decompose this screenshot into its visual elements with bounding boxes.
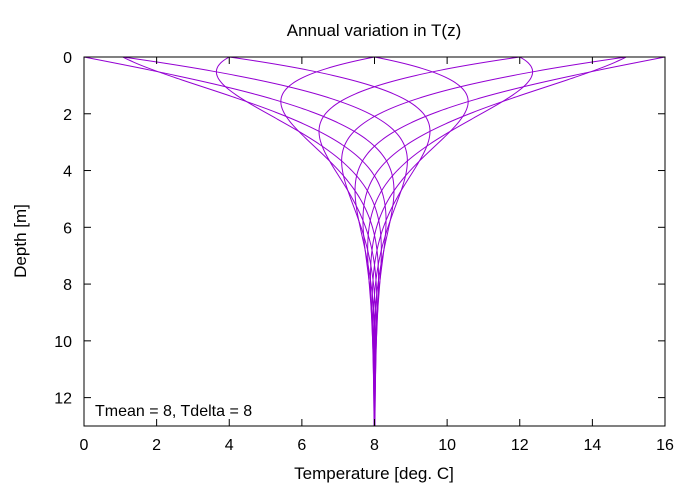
- curve-group: [83, 56, 666, 427]
- x-axis-label: Temperature [deg. C]: [294, 464, 454, 483]
- chart-annotation: Tmean = 8, Tdelta = 8: [95, 403, 252, 420]
- plot-frame: [83, 56, 666, 427]
- x-tick-label: 8: [370, 437, 379, 454]
- temperature-profile-line-4: [362, 56, 627, 426]
- y-tick-label: 4: [63, 164, 72, 181]
- x-tick-label: 0: [80, 437, 89, 454]
- x-tick-label: 12: [511, 437, 529, 454]
- chart-title: Annual variation in T(z): [287, 21, 462, 40]
- x-tick-label: 14: [583, 437, 601, 454]
- temperature-profile-line-11: [215, 56, 382, 426]
- temperature-profile-line-7: [229, 56, 431, 427]
- tick-group: 0 2 4 6 8 10 12 14 16 0 2 4 6 8 10 12: [54, 50, 674, 454]
- y-tick-label: 8: [63, 277, 72, 294]
- temperature-profile-line-3: [354, 56, 666, 426]
- temperature-profile-line-1: [318, 56, 520, 427]
- x-tick-label: 16: [656, 437, 674, 454]
- y-tick-label: 12: [54, 391, 72, 408]
- y-tick-label: 10: [54, 334, 72, 351]
- x-tick-label: 10: [438, 437, 456, 454]
- y-tick-label: 6: [63, 220, 72, 237]
- x-tick-label: 2: [152, 437, 161, 454]
- x-tick-label: 6: [297, 437, 306, 454]
- temperature-profile-line-5: [367, 56, 534, 426]
- y-axis-label: Depth [m]: [11, 204, 30, 278]
- temperature-profile-line-9: [83, 56, 395, 426]
- temperature-profile-line-10: [122, 56, 387, 426]
- x-tick-label: 4: [225, 437, 234, 454]
- y-tick-label: 2: [63, 107, 72, 124]
- y-tick-label: 0: [63, 50, 72, 67]
